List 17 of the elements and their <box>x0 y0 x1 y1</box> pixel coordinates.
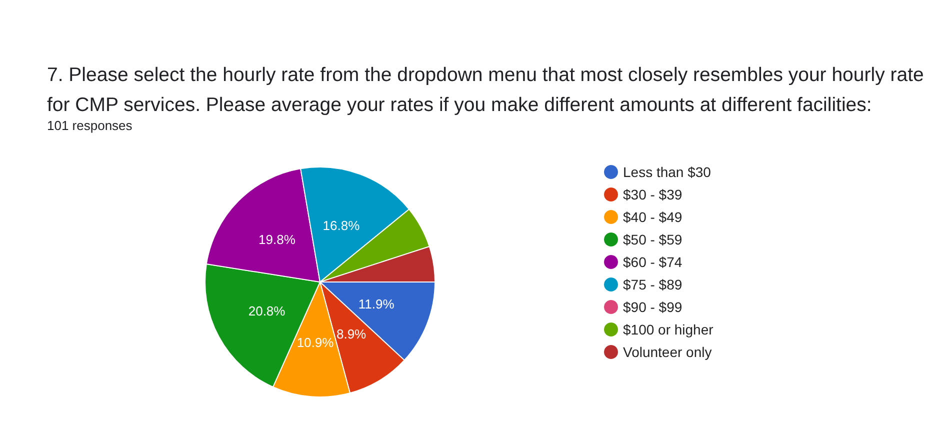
data-label: 10.9% <box>296 334 334 350</box>
data-label: 19.8% <box>258 232 296 247</box>
legend-label: $60 - $74 <box>623 254 682 270</box>
data-label: 16.8% <box>322 218 360 233</box>
legend-label: $90 - $99 <box>623 299 682 315</box>
text: 101 responses <box>47 118 133 133</box>
data-label: 20.8% <box>248 303 286 318</box>
legend-label: $100 or higher <box>623 322 714 338</box>
legend-label: $40 - $49 <box>623 209 682 225</box>
legend-label: $30 - $39 <box>623 186 682 202</box>
data-label: 11.9% <box>358 296 395 312</box>
legend-label: $75 - $89 <box>623 276 682 292</box>
legend-label: Volunteer only <box>623 344 712 360</box>
chart-title: 7. Please select the hourly rate from the dropdown menu that most closely resembles your hourly rate for CMP services. Please average your rates if you make different amounts at different facilities: <box>47 64 930 116</box>
legend-label: $50 - $59 <box>623 232 682 248</box>
legend-label: Less than $30 <box>623 164 712 180</box>
data-label: 8.9% <box>336 326 367 342</box>
